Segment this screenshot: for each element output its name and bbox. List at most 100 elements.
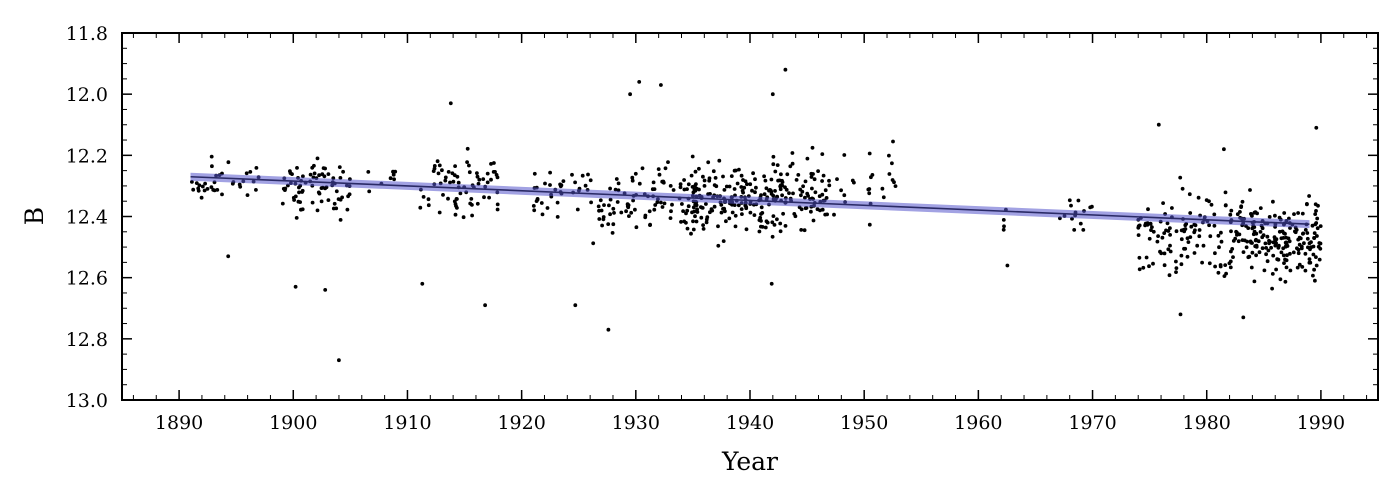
data-point bbox=[294, 216, 299, 220]
data-point bbox=[810, 145, 815, 150]
data-point bbox=[1283, 244, 1288, 249]
data-point bbox=[772, 223, 777, 227]
data-point bbox=[1179, 262, 1184, 267]
data-point bbox=[729, 174, 734, 179]
data-point bbox=[668, 216, 673, 221]
data-point bbox=[722, 206, 726, 211]
data-point bbox=[1234, 229, 1238, 234]
data-point bbox=[1188, 211, 1193, 215]
data-point bbox=[323, 166, 327, 171]
data-point bbox=[475, 171, 479, 176]
x-tick-label: 1960 bbox=[954, 412, 1002, 434]
data-point bbox=[693, 202, 698, 207]
data-point bbox=[548, 170, 552, 175]
data-point bbox=[805, 156, 810, 161]
data-point bbox=[809, 175, 814, 179]
data-point bbox=[737, 167, 741, 172]
data-point bbox=[334, 189, 339, 194]
data-point bbox=[1282, 231, 1286, 236]
data-point bbox=[1284, 240, 1289, 245]
data-point bbox=[420, 281, 425, 286]
data-point bbox=[630, 178, 635, 183]
data-point bbox=[588, 178, 593, 183]
data-point bbox=[535, 197, 540, 202]
data-point bbox=[771, 154, 776, 159]
data-point bbox=[686, 182, 691, 187]
data-point bbox=[1253, 238, 1258, 243]
data-point bbox=[892, 180, 896, 185]
data-point bbox=[1296, 211, 1300, 215]
data-point bbox=[238, 184, 243, 189]
data-point bbox=[319, 186, 324, 191]
data-point bbox=[1267, 241, 1271, 246]
data-point bbox=[778, 229, 783, 234]
data-point bbox=[1213, 264, 1217, 269]
data-point bbox=[1300, 265, 1305, 269]
data-point bbox=[608, 212, 612, 217]
data-point bbox=[694, 182, 698, 187]
data-point bbox=[1288, 251, 1292, 256]
data-point bbox=[611, 206, 616, 211]
data-point bbox=[310, 200, 315, 205]
data-point bbox=[1285, 253, 1289, 258]
data-point bbox=[1200, 260, 1204, 265]
data-point bbox=[300, 188, 305, 193]
data-point bbox=[1207, 223, 1211, 228]
data-point bbox=[1271, 253, 1276, 258]
data-point bbox=[1168, 243, 1172, 248]
data-point bbox=[202, 188, 207, 193]
data-point bbox=[591, 241, 596, 246]
data-point bbox=[1255, 211, 1259, 216]
data-point bbox=[1297, 262, 1302, 267]
data-point bbox=[796, 173, 801, 177]
data-point bbox=[691, 219, 695, 224]
data-point bbox=[741, 190, 745, 195]
data-point bbox=[1219, 239, 1224, 244]
data-point bbox=[1313, 212, 1318, 217]
data-point bbox=[1267, 215, 1272, 219]
data-point bbox=[724, 219, 728, 224]
data-point bbox=[839, 188, 843, 193]
data-point bbox=[1186, 240, 1191, 245]
data-point bbox=[1002, 224, 1006, 229]
data-point bbox=[1284, 265, 1289, 270]
data-point bbox=[1195, 243, 1200, 248]
data-point bbox=[1146, 207, 1150, 212]
data-point bbox=[1178, 312, 1183, 317]
data-point bbox=[736, 203, 741, 208]
data-point bbox=[338, 176, 343, 180]
data-point bbox=[1081, 228, 1086, 232]
data-point bbox=[1312, 231, 1317, 236]
data-point bbox=[337, 165, 342, 170]
data-point bbox=[338, 218, 343, 222]
data-point bbox=[685, 187, 689, 192]
data-point bbox=[1274, 267, 1278, 272]
data-point bbox=[465, 146, 470, 151]
data-point bbox=[788, 164, 793, 169]
data-point bbox=[1207, 199, 1211, 204]
data-point bbox=[1197, 228, 1202, 232]
data-point bbox=[1264, 246, 1268, 250]
data-point bbox=[866, 187, 871, 192]
data-point bbox=[575, 207, 580, 212]
data-point bbox=[1145, 221, 1150, 226]
x-tick-label: 1930 bbox=[612, 412, 660, 434]
data-point bbox=[1261, 233, 1266, 238]
data-point bbox=[583, 183, 588, 188]
data-point bbox=[458, 191, 463, 196]
data-point bbox=[1299, 244, 1304, 249]
data-point bbox=[780, 180, 785, 185]
data-point bbox=[453, 212, 458, 217]
data-point bbox=[616, 181, 621, 186]
data-point bbox=[437, 163, 442, 168]
data-point bbox=[607, 203, 611, 208]
data-point bbox=[811, 218, 816, 223]
y-tick-label: 13.0 bbox=[66, 390, 108, 412]
data-point bbox=[1178, 175, 1183, 180]
data-point bbox=[1273, 213, 1277, 218]
data-point bbox=[317, 191, 322, 196]
data-point bbox=[437, 210, 442, 215]
data-point bbox=[711, 169, 716, 174]
x-tick-label: 1910 bbox=[383, 412, 431, 434]
data-point bbox=[652, 187, 657, 192]
